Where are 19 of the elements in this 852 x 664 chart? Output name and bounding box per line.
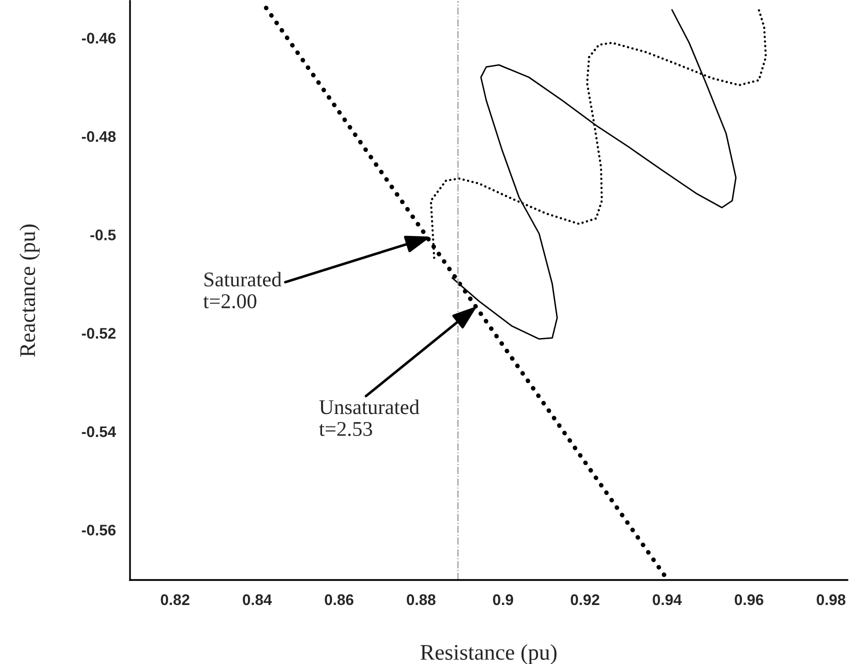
- y-tick-label: -0.54: [82, 426, 116, 438]
- y-tick-label: -0.48: [82, 131, 116, 142]
- x-tick-label: 0.96: [734, 594, 764, 606]
- x-tick-label: 0.84: [242, 594, 272, 606]
- annotation: Unsaturated t=2.53: [319, 400, 420, 436]
- x-tick-label: 0.86: [324, 594, 354, 606]
- x-tick-label: 0.98: [816, 594, 846, 606]
- x-tick-label: 0.94: [652, 594, 682, 606]
- x-tick-label: 0.88: [406, 594, 436, 606]
- y-tick-label: -0.52: [82, 328, 116, 339]
- x-axis-title: Resistance (pu): [420, 644, 557, 664]
- y-tick-label: -0.46: [82, 32, 116, 44]
- x-tick-label: 0.9: [493, 594, 514, 606]
- annotation: Saturated t=2.00: [203, 272, 282, 308]
- x-tick-label: 0.92: [570, 594, 600, 606]
- y-tick-label: -0.56: [82, 524, 116, 536]
- y-tick-label: -0.5: [90, 230, 116, 240]
- x-tick-label: 0.82: [160, 594, 190, 606]
- y-axis-title: Reactance (pu): [19, 224, 40, 357]
